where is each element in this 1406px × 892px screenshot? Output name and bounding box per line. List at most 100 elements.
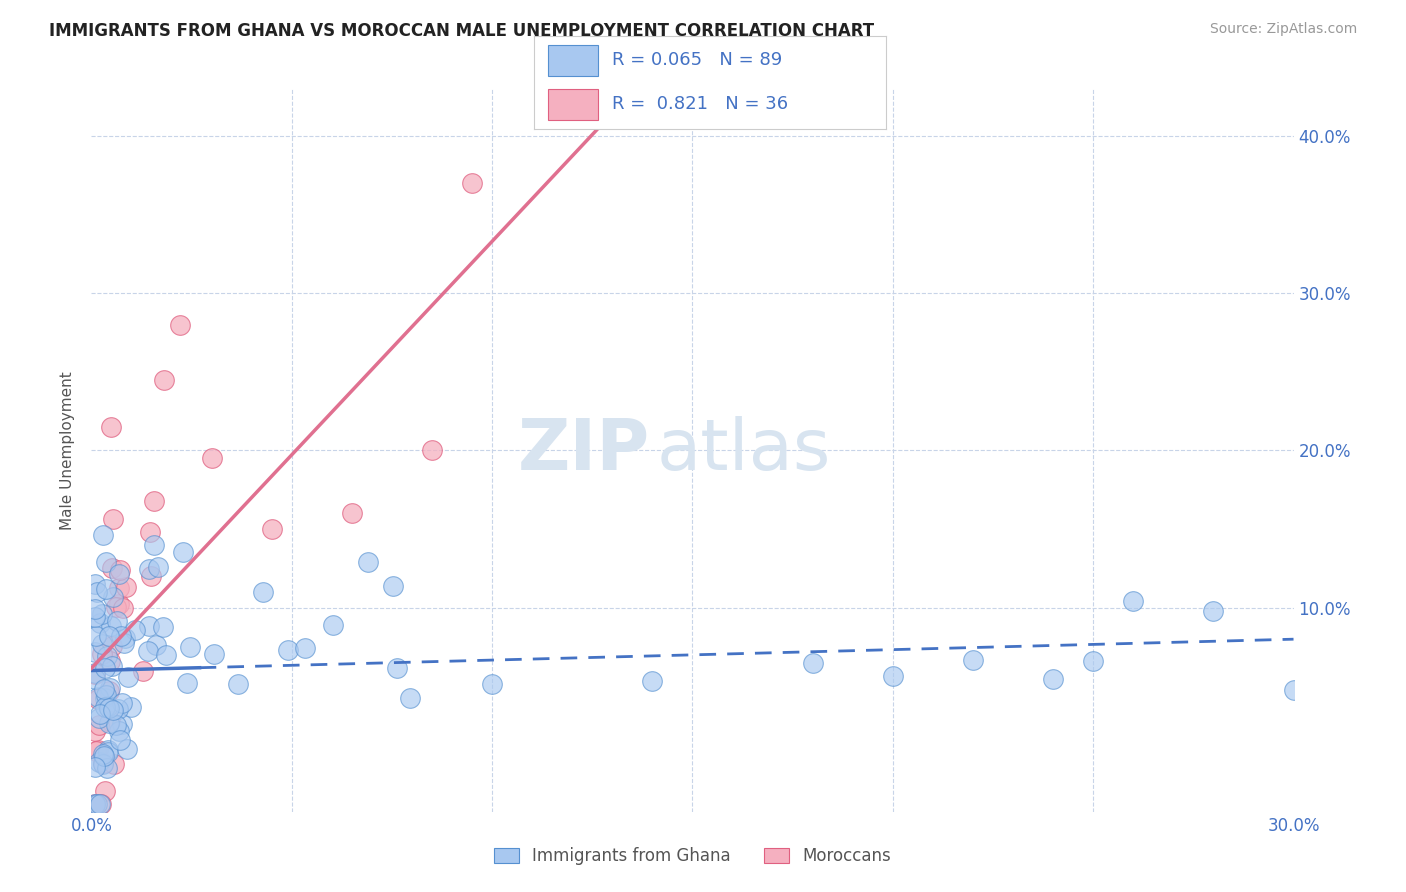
Y-axis label: Male Unemployment: Male Unemployment [60, 371, 76, 530]
Point [84, 629, 107, 643]
Point [139, 525, 162, 540]
Point [96, 649, 118, 664]
Point [117, 670, 139, 684]
Text: Source: ZipAtlas.com: Source: ZipAtlas.com [1209, 22, 1357, 37]
Point [108, 732, 131, 747]
Point [91, 648, 114, 662]
Point [962, 653, 984, 667]
Point [340, 506, 363, 520]
Point [94, 582, 117, 596]
Point [87, 717, 110, 731]
Point [103, 590, 125, 604]
Point [131, 664, 153, 678]
Point [112, 600, 135, 615]
Point [91, 747, 114, 761]
Point [153, 373, 176, 387]
Point [143, 538, 166, 552]
Point [110, 629, 132, 643]
Text: R =  0.821   N = 36: R = 0.821 N = 36 [612, 95, 787, 113]
Point [1202, 604, 1225, 618]
Point [201, 451, 224, 466]
Point [1042, 672, 1064, 686]
Point [97, 743, 120, 757]
Point [105, 614, 128, 628]
Point [98, 654, 121, 668]
Text: IMMIGRANTS FROM GHANA VS MOROCCAN MALE UNEMPLOYMENT CORRELATION CHART: IMMIGRANTS FROM GHANA VS MOROCCAN MALE U… [49, 22, 875, 40]
Point [96, 688, 118, 702]
Point [100, 420, 122, 434]
Point [146, 559, 169, 574]
Point [84, 610, 107, 624]
Point [108, 563, 131, 577]
Point [89, 711, 111, 725]
Point [84, 672, 107, 686]
Point [91, 756, 114, 771]
Point [84, 760, 107, 774]
Point [84, 602, 107, 616]
Legend: Immigrants from Ghana, Moroccans: Immigrants from Ghana, Moroccans [486, 840, 898, 872]
Point [481, 677, 503, 691]
Point [420, 443, 443, 458]
Point [98, 714, 121, 729]
Point [87, 692, 110, 706]
Point [882, 669, 904, 683]
Point [1083, 654, 1105, 668]
Point [84, 666, 107, 681]
Point [101, 659, 124, 673]
Point [120, 699, 142, 714]
Point [103, 757, 125, 772]
Point [107, 702, 129, 716]
Point [112, 636, 135, 650]
Bar [548, 45, 598, 76]
Point [105, 600, 128, 615]
Point [84, 744, 107, 758]
Point [94, 691, 117, 706]
Point [111, 717, 134, 731]
Point [89, 615, 111, 630]
Point [357, 555, 380, 569]
Point [101, 511, 124, 525]
Point [87, 743, 110, 757]
Point [98, 681, 121, 696]
Text: ZIP: ZIP [519, 416, 651, 485]
Point [155, 648, 177, 662]
Point [1122, 593, 1144, 607]
Point [98, 715, 121, 730]
Text: R = 0.065   N = 89: R = 0.065 N = 89 [612, 52, 782, 70]
Point [114, 632, 136, 646]
Point [204, 647, 226, 661]
Point [84, 667, 107, 681]
Point [138, 619, 160, 633]
Point [87, 755, 110, 769]
Point [260, 522, 283, 536]
Point [84, 797, 107, 811]
Point [91, 528, 114, 542]
Point [176, 676, 198, 690]
Point [104, 718, 127, 732]
Point [86, 797, 108, 811]
Point [461, 177, 484, 191]
Bar [548, 89, 598, 120]
Point [115, 741, 138, 756]
Point [97, 745, 120, 759]
Point [252, 585, 274, 599]
Point [98, 684, 121, 698]
Point [93, 681, 115, 696]
Point [96, 761, 118, 775]
Point [385, 661, 408, 675]
Point [84, 576, 107, 591]
Point [101, 639, 124, 653]
Point [93, 756, 115, 770]
Point [108, 567, 131, 582]
Point [90, 637, 112, 651]
Point [100, 619, 122, 633]
Point [111, 696, 134, 710]
Point [89, 797, 111, 811]
Point [114, 580, 136, 594]
Point [145, 639, 167, 653]
Point [98, 701, 121, 715]
Point [90, 797, 112, 811]
Point [84, 723, 107, 738]
Point [100, 561, 122, 575]
Point [84, 645, 107, 659]
